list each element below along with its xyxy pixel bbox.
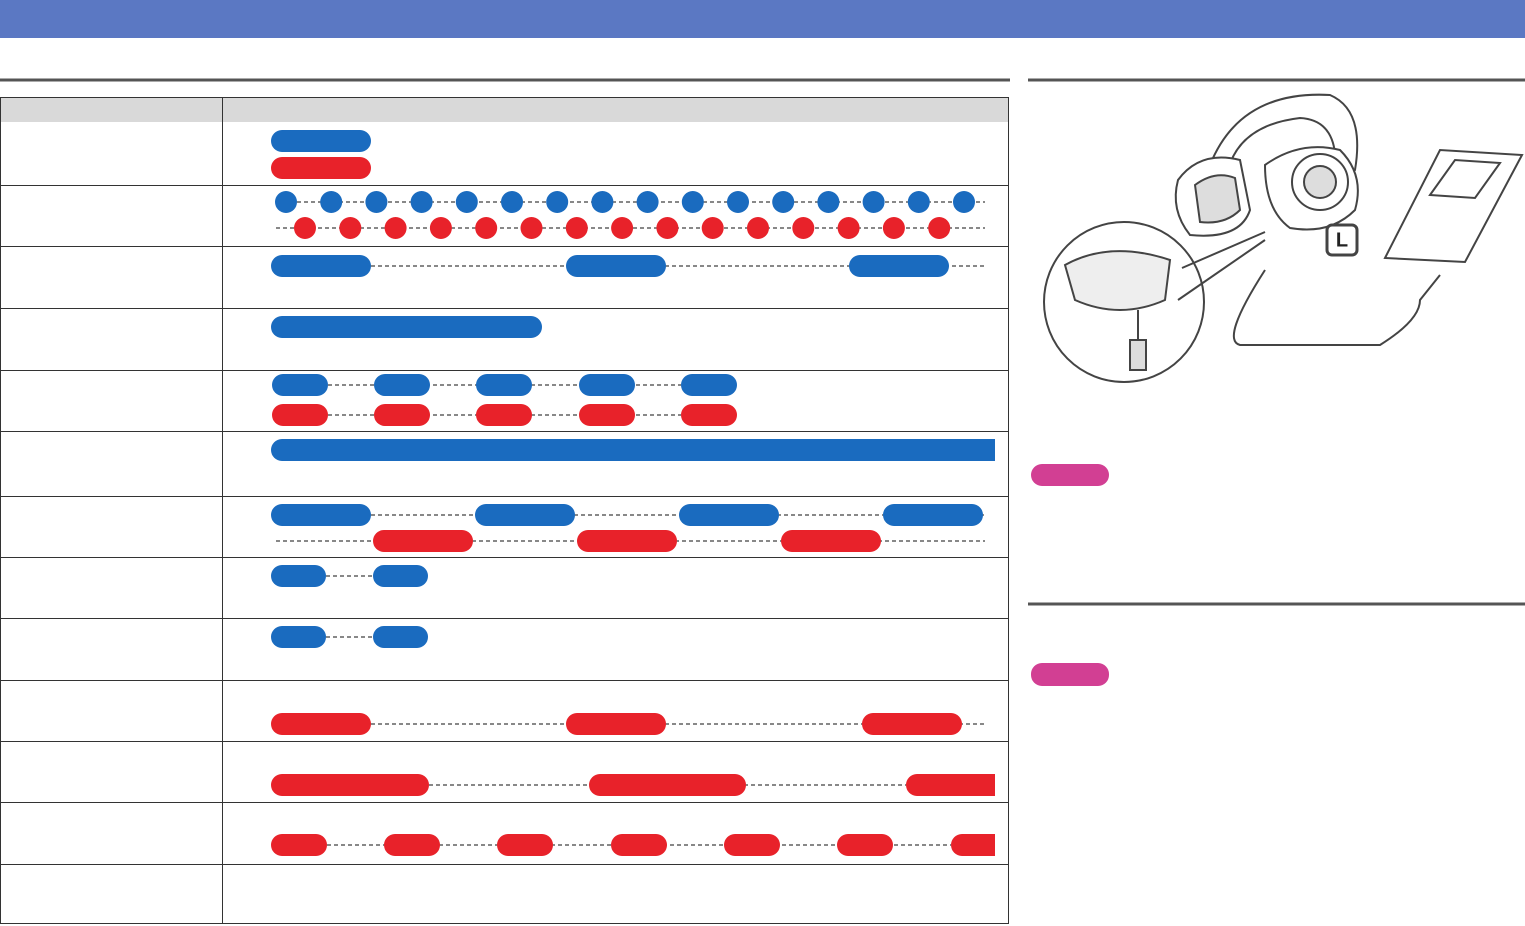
led-dot	[410, 191, 433, 213]
led-dot	[907, 191, 930, 213]
led-pill	[579, 374, 635, 396]
led-dot	[546, 191, 569, 213]
led-pill	[849, 255, 949, 277]
led-dot	[384, 217, 407, 239]
led-dot	[928, 217, 951, 239]
channel-label: L	[1336, 229, 1348, 251]
led-pill	[374, 374, 430, 396]
led-dot	[339, 217, 362, 239]
led-dot	[636, 191, 659, 213]
led-pill	[374, 404, 430, 426]
led-pill	[384, 834, 440, 856]
led-pill	[681, 374, 737, 396]
led-pill	[862, 713, 962, 735]
led-dot	[565, 217, 588, 239]
led-pill	[272, 404, 328, 426]
led-pill	[566, 255, 666, 277]
led-pill	[271, 130, 371, 152]
led-dot	[656, 217, 679, 239]
led-dot	[953, 191, 975, 213]
led-pill	[271, 834, 327, 856]
led-dot	[792, 217, 815, 239]
led-pill	[373, 626, 428, 648]
led-pill	[611, 834, 667, 856]
led-dot	[817, 191, 840, 213]
led-pill	[271, 439, 995, 461]
led-pill	[681, 404, 737, 426]
led-dot	[701, 217, 724, 239]
led-pill	[951, 834, 995, 856]
led-pill	[373, 565, 428, 587]
led-pill	[271, 626, 326, 648]
led-pill	[271, 774, 429, 796]
led-pill	[476, 374, 532, 396]
led-pill	[577, 530, 677, 552]
led-pill	[271, 565, 326, 587]
led-dot	[681, 191, 704, 213]
led-pill	[476, 404, 532, 426]
led-dot	[591, 191, 614, 213]
headphone-illustration	[1043, 93, 1524, 383]
led-dot	[611, 217, 634, 239]
table-header	[1, 98, 1008, 122]
led-pill	[589, 774, 746, 796]
top-bar	[0, 0, 1525, 38]
led-dot	[862, 191, 885, 213]
led-pill	[883, 504, 983, 526]
led-dot	[320, 191, 343, 213]
led-pill	[579, 404, 635, 426]
led-pill	[271, 255, 371, 277]
led-pill	[906, 774, 995, 796]
led-dot	[429, 217, 452, 239]
led-pill	[271, 504, 371, 526]
led-dot	[455, 191, 478, 213]
led-dot	[475, 217, 498, 239]
led-pill	[272, 374, 328, 396]
led-pill	[373, 530, 473, 552]
led-dot	[882, 217, 905, 239]
note-badge	[1031, 663, 1109, 686]
led-pill	[271, 157, 371, 179]
led-dot	[365, 191, 388, 213]
led-pill	[781, 530, 881, 552]
led-pill	[566, 713, 666, 735]
led-dot	[501, 191, 523, 213]
led-dot	[727, 191, 749, 213]
led-pill	[724, 834, 780, 856]
led-pill	[679, 504, 779, 526]
table-frame	[0, 97, 1009, 924]
led-pill	[271, 713, 371, 735]
note-badge	[1031, 464, 1109, 486]
led-dot	[294, 217, 316, 239]
led-pill	[271, 316, 542, 338]
led-dot	[275, 191, 297, 213]
led-dot	[837, 217, 860, 239]
led-pill	[837, 834, 893, 856]
table-rows	[1, 185, 1008, 865]
led-patterns	[271, 130, 995, 856]
led-dot	[772, 191, 795, 213]
led-dot	[520, 217, 543, 239]
led-dot	[747, 217, 769, 239]
led-pill	[475, 504, 575, 526]
led-pill	[497, 834, 553, 856]
